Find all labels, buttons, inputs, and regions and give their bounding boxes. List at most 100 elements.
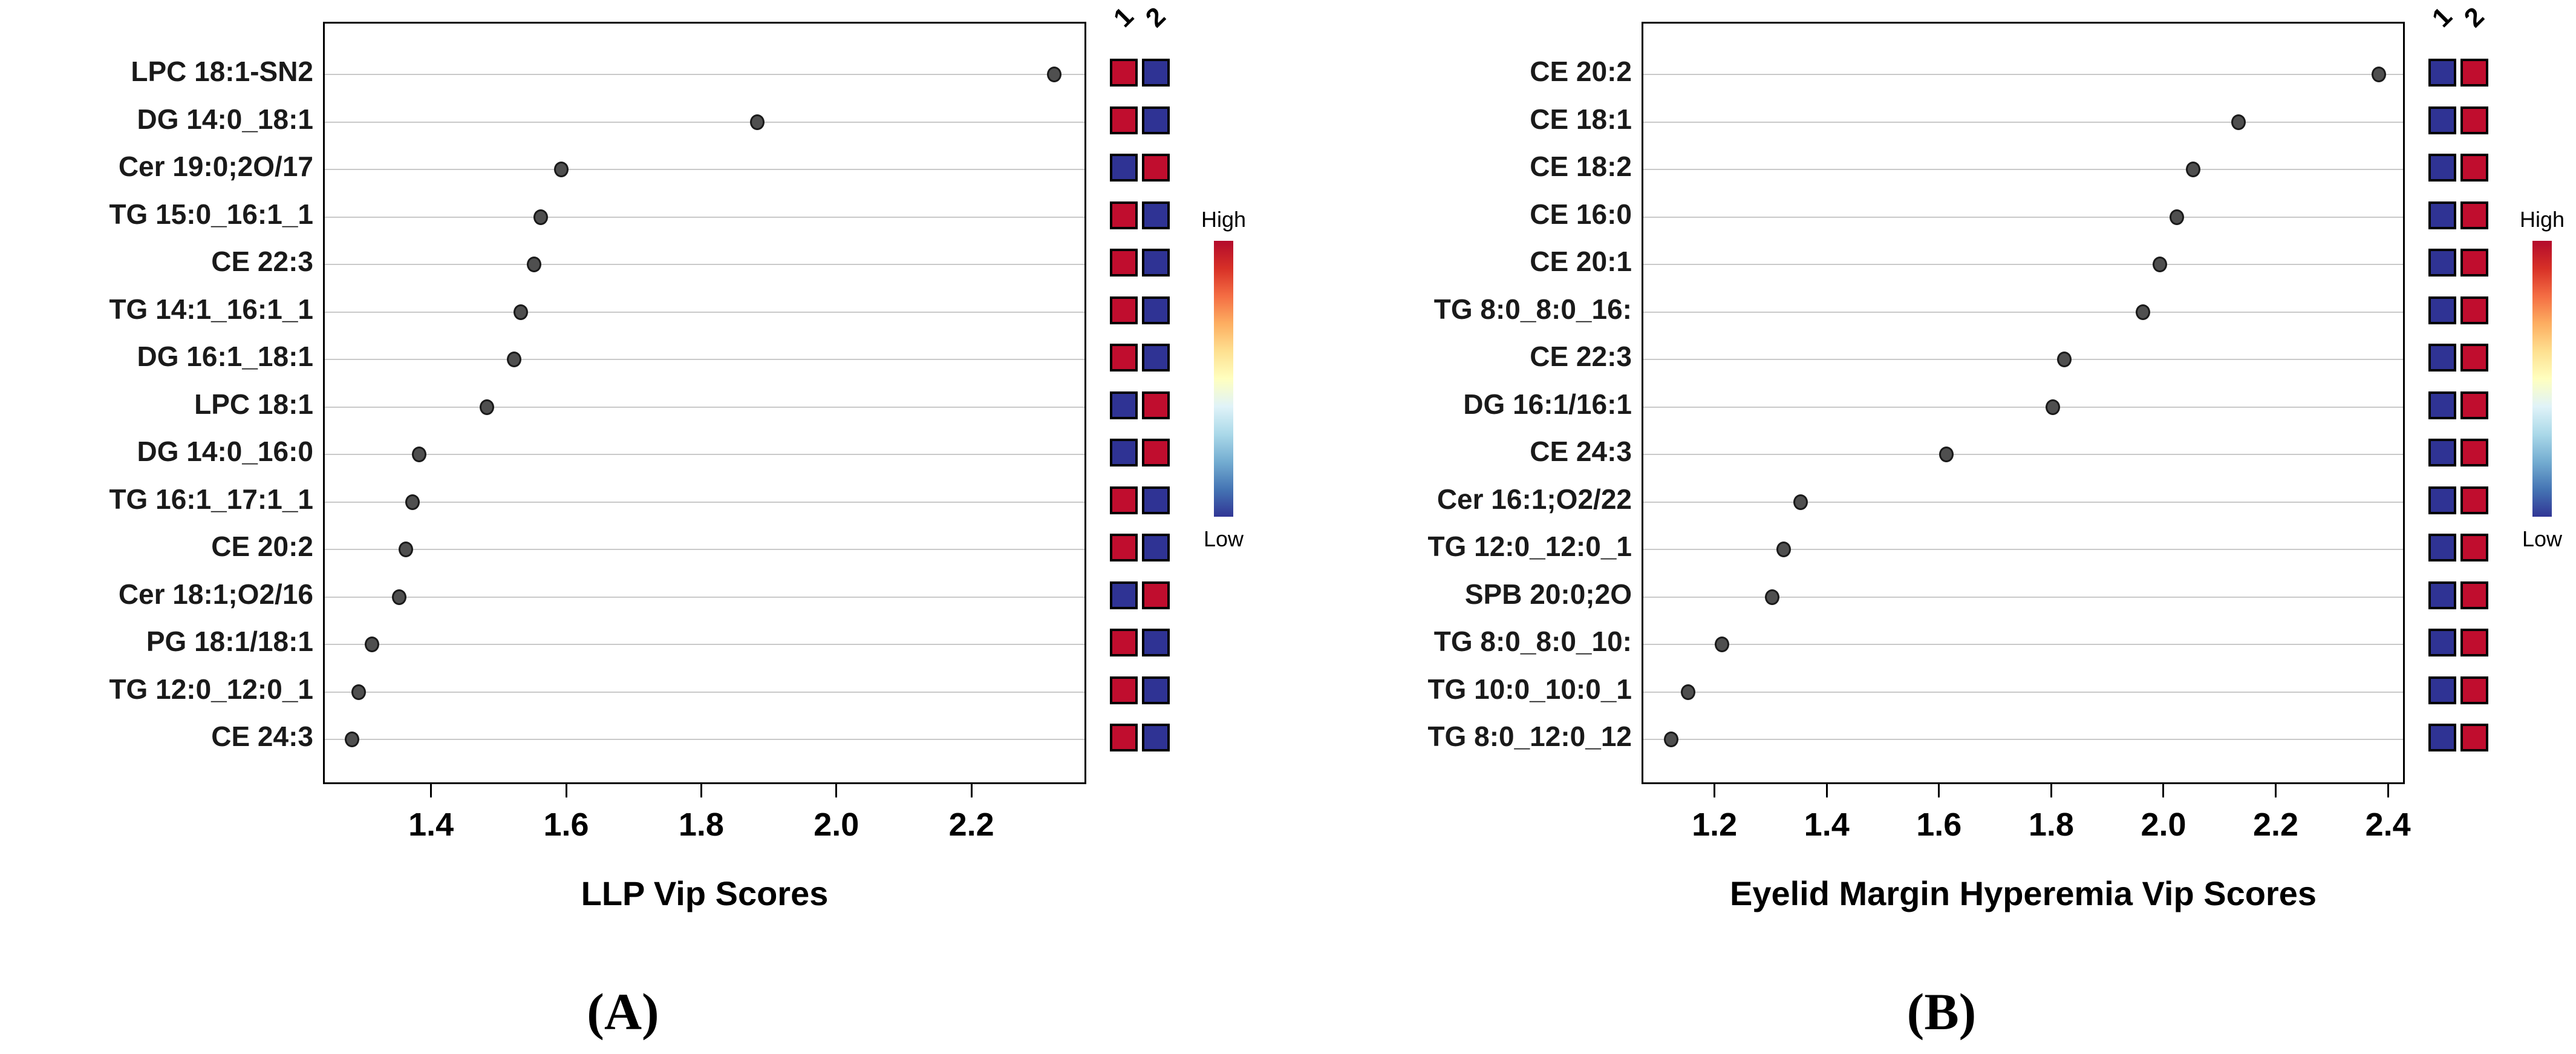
- heatmap-column-header: 2: [1140, 1, 1172, 33]
- heatmap-cell: [2428, 724, 2456, 751]
- vip-dot: [2135, 304, 2150, 320]
- heatmap-cell: [2428, 486, 2456, 514]
- gridline: [1643, 121, 2403, 123]
- vip-dot: [2231, 114, 2246, 130]
- heatmap-cell: [2428, 106, 2456, 134]
- heatmap-cell: [1142, 296, 1170, 324]
- heatmap-cell: [2428, 676, 2456, 704]
- gridline: [1643, 644, 2403, 645]
- colorbar-high-label: High: [2519, 207, 2565, 232]
- gridline: [325, 121, 1084, 123]
- y-axis-label: CE 20:2: [211, 530, 313, 562]
- x-tick-mark: [430, 784, 432, 797]
- vip-dot: [2056, 352, 2072, 367]
- y-axis-label: TG 10:0_10:0_1: [1427, 673, 1632, 705]
- heatmap-cell: [1110, 249, 1138, 277]
- vip-dot: [412, 447, 427, 462]
- gridline: [325, 264, 1084, 265]
- y-axis-label: CE 20:1: [1530, 245, 1632, 277]
- vip-dot: [1714, 637, 1729, 652]
- heatmap-cell: [2460, 344, 2488, 372]
- heatmap-cell: [2460, 154, 2488, 182]
- x-tick-label: 1.6: [1916, 807, 1962, 843]
- vip-dot: [513, 304, 528, 320]
- gridline: [325, 359, 1084, 360]
- x-axis-title: LLP Vip Scores: [581, 874, 829, 912]
- heatmap-column-header: 1: [2426, 1, 2458, 33]
- heatmap-cell: [1110, 724, 1138, 751]
- vip-dot: [1681, 684, 1696, 700]
- gridline: [1643, 739, 2403, 740]
- heatmap-cell: [1142, 439, 1170, 466]
- y-axis-label: TG 8:0_12:0_12: [1427, 720, 1632, 752]
- y-axis-label: CE 22:3: [1530, 340, 1632, 372]
- y-axis-label: TG 14:1_16:1_1: [109, 293, 313, 325]
- x-tick-label: 2.2: [2253, 807, 2299, 843]
- x-tick-label: 2.0: [814, 807, 859, 843]
- x-tick-label: 2.2: [948, 807, 994, 843]
- gridline: [325, 691, 1084, 693]
- gridline: [1643, 216, 2403, 218]
- x-tick-mark: [700, 784, 702, 797]
- heatmap-cell: [1142, 201, 1170, 229]
- x-tick-mark: [2275, 784, 2277, 797]
- vip-dot: [405, 494, 420, 510]
- vip-dot: [533, 209, 549, 225]
- heatmap-cell: [1110, 581, 1138, 609]
- x-tick-mark: [565, 784, 567, 797]
- vip-dot: [1047, 67, 1062, 82]
- y-axis-label: LPC 18:1-SN2: [131, 55, 313, 87]
- y-axis-label: DG 14:0_16:0: [137, 435, 314, 467]
- vip-dot: [1793, 494, 1808, 510]
- vip-dot: [1776, 542, 1791, 557]
- heatmap-cell: [1110, 154, 1138, 182]
- vip-dot: [527, 257, 542, 272]
- heatmap-cell: [2428, 629, 2456, 656]
- heatmap-cell: [1110, 486, 1138, 514]
- heatmap-cell: [2460, 724, 2488, 751]
- gridline: [1643, 74, 2403, 75]
- gridline: [325, 311, 1084, 313]
- y-axis-label: CE 20:2: [1530, 55, 1632, 87]
- heatmap-cell: [1142, 486, 1170, 514]
- heatmap-cell: [2428, 154, 2456, 182]
- heatmap-cell: [2460, 486, 2488, 514]
- y-axis-label: SPB 20:0;2O: [1464, 578, 1632, 610]
- heatmap-cell: [2460, 629, 2488, 656]
- gridline: [1643, 549, 2403, 550]
- y-axis-label: TG 12:0_12:0_1: [109, 673, 313, 705]
- vip-dot: [1939, 447, 1954, 462]
- vip-dot: [2046, 399, 2061, 415]
- vip-dot: [2186, 162, 2201, 177]
- y-axis-label: CE 16:0: [1530, 198, 1632, 230]
- colorbar-low-label: Low: [2522, 526, 2563, 551]
- x-tick-label: 1.4: [1804, 807, 1850, 843]
- heatmap-cell: [1142, 629, 1170, 656]
- x-tick-mark: [2162, 784, 2165, 797]
- y-axis-label: TG 12:0_12:0_1: [1427, 530, 1632, 562]
- vip-dot: [1664, 732, 1679, 747]
- y-axis-label: Cer 19:0;2O/17: [118, 150, 313, 182]
- vip-dot: [1765, 589, 1780, 605]
- heatmap-cell: [2460, 296, 2488, 324]
- colorbar-high-label: High: [1201, 207, 1247, 232]
- y-axis-label: DG 16:1_18:1: [137, 340, 314, 372]
- y-axis-label: Cer 16:1;O2/22: [1436, 483, 1632, 515]
- heatmap-cell: [1110, 59, 1138, 87]
- vip-dot: [365, 637, 380, 652]
- y-axis-label: CE 18:1: [1530, 103, 1632, 135]
- x-tick-mark: [835, 784, 838, 797]
- heatmap-cell: [2428, 201, 2456, 229]
- vip-dot: [351, 684, 366, 700]
- x-tick-label: 1.4: [408, 807, 454, 843]
- heatmap-cell: [1110, 201, 1138, 229]
- heatmap-cell: [2428, 391, 2456, 419]
- heatmap-cell: [1110, 106, 1138, 134]
- heatmap-cell: [1142, 59, 1170, 87]
- heatmap-cell: [2460, 201, 2488, 229]
- heatmap-cell: [2460, 249, 2488, 277]
- vip-dot: [2169, 209, 2184, 225]
- heatmap-cell: [1142, 676, 1170, 704]
- heatmap-column-header: 2: [2458, 1, 2490, 33]
- gridline: [325, 739, 1084, 740]
